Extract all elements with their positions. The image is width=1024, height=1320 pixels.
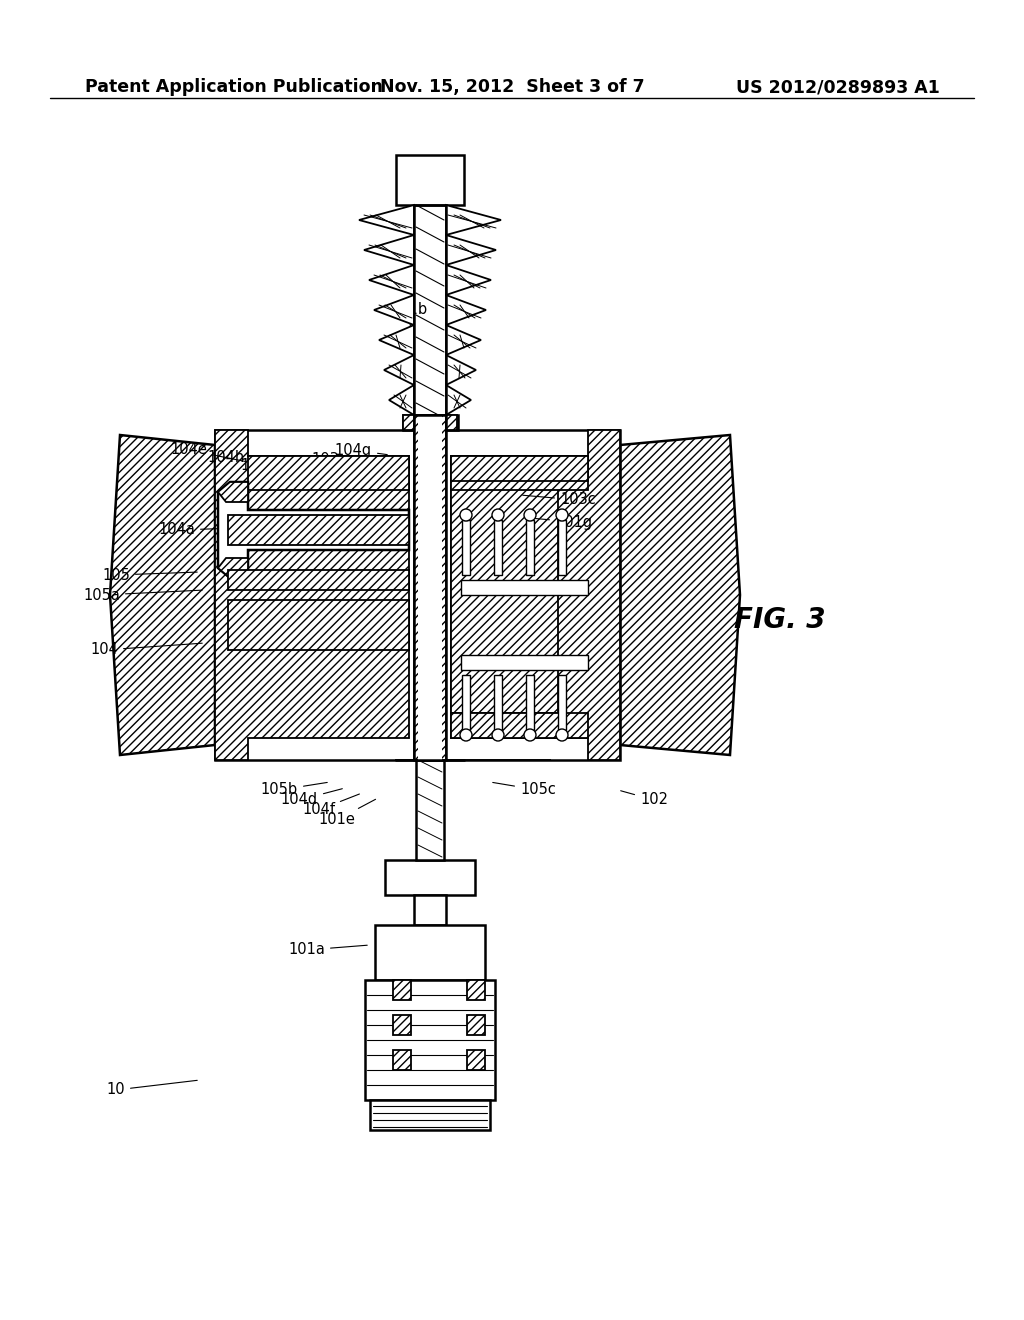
Polygon shape <box>620 436 740 755</box>
Polygon shape <box>228 601 409 649</box>
Circle shape <box>556 510 568 521</box>
Circle shape <box>524 729 536 741</box>
Bar <box>494 675 502 730</box>
Text: 103c: 103c <box>523 492 596 507</box>
Bar <box>558 520 566 576</box>
Bar <box>414 205 446 414</box>
Bar <box>461 579 588 595</box>
Text: 105b: 105b <box>261 783 328 797</box>
Bar <box>414 414 446 760</box>
Bar <box>375 925 485 979</box>
Polygon shape <box>446 414 457 430</box>
Text: 104d: 104d <box>281 789 342 808</box>
Polygon shape <box>215 430 409 760</box>
Bar <box>467 979 485 1001</box>
Text: 101a: 101a <box>288 942 368 957</box>
Bar <box>393 1049 411 1071</box>
Polygon shape <box>364 235 414 265</box>
Text: 101f: 101f <box>292 465 345 479</box>
Bar <box>526 675 534 730</box>
Bar <box>370 1100 490 1130</box>
Polygon shape <box>446 235 496 265</box>
Bar <box>396 154 464 205</box>
Polygon shape <box>384 355 414 385</box>
Bar <box>418 414 442 760</box>
Bar <box>461 655 588 671</box>
Circle shape <box>460 510 472 521</box>
Bar <box>467 1049 485 1071</box>
Polygon shape <box>218 482 248 502</box>
Polygon shape <box>218 482 409 578</box>
Bar <box>494 520 502 576</box>
Text: 104h: 104h <box>208 450 262 466</box>
Polygon shape <box>389 385 414 414</box>
Polygon shape <box>369 265 414 294</box>
Polygon shape <box>414 414 446 760</box>
Circle shape <box>556 729 568 741</box>
Polygon shape <box>451 430 620 760</box>
Polygon shape <box>403 414 414 430</box>
Circle shape <box>492 729 504 741</box>
Text: 105: 105 <box>102 568 198 582</box>
Bar <box>416 760 444 861</box>
Polygon shape <box>446 325 481 355</box>
Bar <box>462 675 470 730</box>
Polygon shape <box>446 355 476 385</box>
Bar <box>365 979 495 1100</box>
Text: 104g: 104g <box>335 442 387 458</box>
Bar <box>403 414 458 430</box>
Polygon shape <box>379 325 414 355</box>
Text: 105c: 105c <box>493 783 556 797</box>
Circle shape <box>524 510 536 521</box>
Bar <box>248 455 409 490</box>
Bar <box>393 979 411 1001</box>
Text: 104f: 104f <box>302 795 359 817</box>
Text: 103: 103 <box>241 458 283 474</box>
Polygon shape <box>446 294 486 325</box>
Bar <box>462 520 470 576</box>
Text: 104: 104 <box>90 643 202 657</box>
Text: 103a: 103a <box>311 453 366 467</box>
Polygon shape <box>359 205 414 235</box>
Polygon shape <box>110 436 215 755</box>
Text: Patent Application Publication: Patent Application Publication <box>85 78 383 96</box>
Text: 104e: 104e <box>170 442 246 462</box>
Polygon shape <box>446 265 490 294</box>
Polygon shape <box>218 558 248 578</box>
Text: 105a: 105a <box>83 587 202 602</box>
Circle shape <box>492 510 504 521</box>
Text: 101g: 101g <box>532 515 592 529</box>
Bar <box>228 570 409 590</box>
Bar <box>467 1015 485 1035</box>
Polygon shape <box>446 205 501 235</box>
Bar <box>451 455 588 490</box>
Bar <box>215 430 620 760</box>
Bar <box>526 520 534 576</box>
Text: FIG. 3: FIG. 3 <box>734 606 825 634</box>
Polygon shape <box>451 480 558 713</box>
Text: Nov. 15, 2012  Sheet 3 of 7: Nov. 15, 2012 Sheet 3 of 7 <box>380 78 644 96</box>
Polygon shape <box>374 294 414 325</box>
Circle shape <box>460 729 472 741</box>
Polygon shape <box>446 385 471 414</box>
Polygon shape <box>451 713 588 738</box>
Text: US 2012/0289893 A1: US 2012/0289893 A1 <box>736 78 940 96</box>
Bar <box>558 675 566 730</box>
Polygon shape <box>228 515 409 545</box>
Polygon shape <box>451 455 588 480</box>
Bar <box>414 895 446 925</box>
Text: 10: 10 <box>106 1080 198 1097</box>
Text: 101e: 101e <box>318 800 376 828</box>
Text: 101b: 101b <box>390 302 427 337</box>
Text: 104a: 104a <box>158 523 238 537</box>
Text: 102: 102 <box>621 791 668 808</box>
Bar <box>385 861 475 895</box>
Bar <box>393 1015 411 1035</box>
